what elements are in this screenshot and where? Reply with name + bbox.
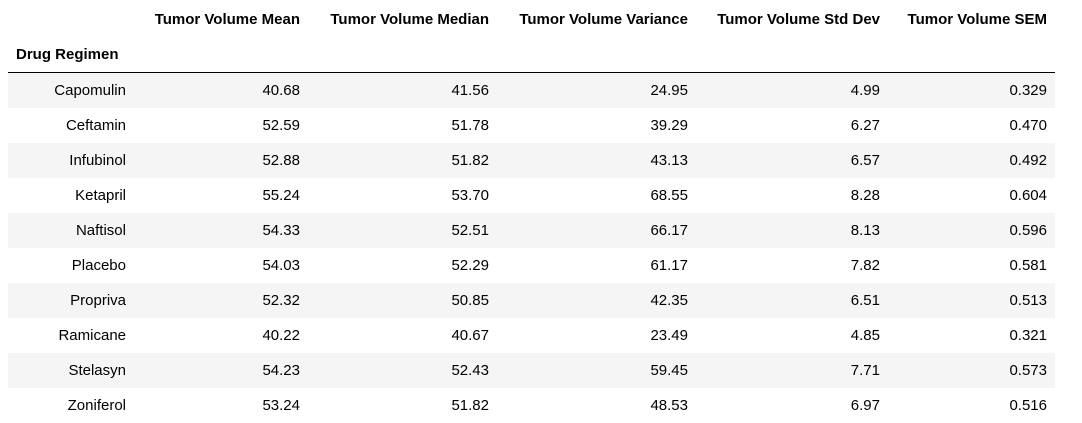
column-header-median: Tumor Volume Median — [308, 2, 497, 37]
cell-mean: 52.59 — [134, 108, 308, 143]
column-header-sem: Tumor Volume SEM — [888, 2, 1055, 37]
cell-variance: 68.55 — [497, 178, 696, 213]
row-label-drug-regimen: Capomulin — [8, 73, 134, 109]
column-header-variance: Tumor Volume Variance — [497, 2, 696, 37]
cell-std-dev: 8.28 — [696, 178, 888, 213]
cell-std-dev: 4.85 — [696, 318, 888, 353]
row-label-drug-regimen: Propriva — [8, 283, 134, 318]
row-label-drug-regimen: Naftisol — [8, 213, 134, 248]
index-row-blank — [497, 37, 696, 73]
cell-sem: 0.470 — [888, 108, 1055, 143]
cell-variance: 23.49 — [497, 318, 696, 353]
cell-sem: 0.321 — [888, 318, 1055, 353]
column-header-std-dev: Tumor Volume Std Dev — [696, 2, 888, 37]
cell-mean: 54.33 — [134, 213, 308, 248]
row-label-drug-regimen: Ramicane — [8, 318, 134, 353]
column-header-mean: Tumor Volume Mean — [134, 2, 308, 37]
cell-variance: 59.45 — [497, 353, 696, 388]
row-label-drug-regimen: Infubinol — [8, 143, 134, 178]
cell-std-dev: 7.71 — [696, 353, 888, 388]
cell-variance: 24.95 — [497, 73, 696, 109]
cell-std-dev: 6.97 — [696, 388, 888, 423]
cell-std-dev: 6.51 — [696, 283, 888, 318]
cell-mean: 54.03 — [134, 248, 308, 283]
cell-std-dev: 6.57 — [696, 143, 888, 178]
cell-median: 50.85 — [308, 283, 497, 318]
header-blank-cell — [8, 2, 134, 37]
row-label-drug-regimen: Stelasyn — [8, 353, 134, 388]
cell-sem: 0.581 — [888, 248, 1055, 283]
cell-median: 51.82 — [308, 143, 497, 178]
cell-variance: 43.13 — [497, 143, 696, 178]
cell-sem: 0.573 — [888, 353, 1055, 388]
index-name-row: Drug Regimen — [8, 37, 1055, 73]
cell-median: 53.70 — [308, 178, 497, 213]
cell-mean: 53.24 — [134, 388, 308, 423]
cell-mean: 40.68 — [134, 73, 308, 109]
cell-sem: 0.492 — [888, 143, 1055, 178]
cell-std-dev: 6.27 — [696, 108, 888, 143]
cell-median: 51.82 — [308, 388, 497, 423]
cell-median: 52.51 — [308, 213, 497, 248]
cell-variance: 42.35 — [497, 283, 696, 318]
cell-std-dev: 7.82 — [696, 248, 888, 283]
index-row-blank — [696, 37, 888, 73]
cell-sem: 0.513 — [888, 283, 1055, 318]
cell-sem: 0.516 — [888, 388, 1055, 423]
index-row-blank — [888, 37, 1055, 73]
cell-sem: 0.604 — [888, 178, 1055, 213]
cell-median: 52.29 — [308, 248, 497, 283]
cell-median: 40.67 — [308, 318, 497, 353]
cell-median: 41.56 — [308, 73, 497, 109]
row-label-drug-regimen: Ceftamin — [8, 108, 134, 143]
dataframe-output: Tumor Volume Mean Tumor Volume Median Tu… — [8, 2, 1055, 423]
cell-mean: 55.24 — [134, 178, 308, 213]
column-header-row: Tumor Volume Mean Tumor Volume Median Tu… — [8, 2, 1055, 37]
summary-statistics-table: Tumor Volume Mean Tumor Volume Median Tu… — [8, 2, 1055, 423]
cell-variance: 39.29 — [497, 108, 696, 143]
cell-variance: 61.17 — [497, 248, 696, 283]
cell-mean: 52.88 — [134, 143, 308, 178]
cell-variance: 66.17 — [497, 213, 696, 248]
index-name-header: Drug Regimen — [8, 37, 134, 73]
cell-sem: 0.329 — [888, 73, 1055, 109]
cell-std-dev: 8.13 — [696, 213, 888, 248]
index-row-blank — [308, 37, 497, 73]
index-row-blank — [134, 37, 308, 73]
row-label-drug-regimen: Zoniferol — [8, 388, 134, 423]
row-label-drug-regimen: Ketapril — [8, 178, 134, 213]
row-label-drug-regimen: Placebo — [8, 248, 134, 283]
cell-sem: 0.596 — [888, 213, 1055, 248]
cell-mean: 40.22 — [134, 318, 308, 353]
cell-median: 52.43 — [308, 353, 497, 388]
cell-median: 51.78 — [308, 108, 497, 143]
cell-std-dev: 4.99 — [696, 73, 888, 109]
table-header: Tumor Volume Mean Tumor Volume Median Tu… — [8, 2, 1055, 73]
cell-mean: 54.23 — [134, 353, 308, 388]
cell-mean: 52.32 — [134, 283, 308, 318]
cell-variance: 48.53 — [497, 388, 696, 423]
